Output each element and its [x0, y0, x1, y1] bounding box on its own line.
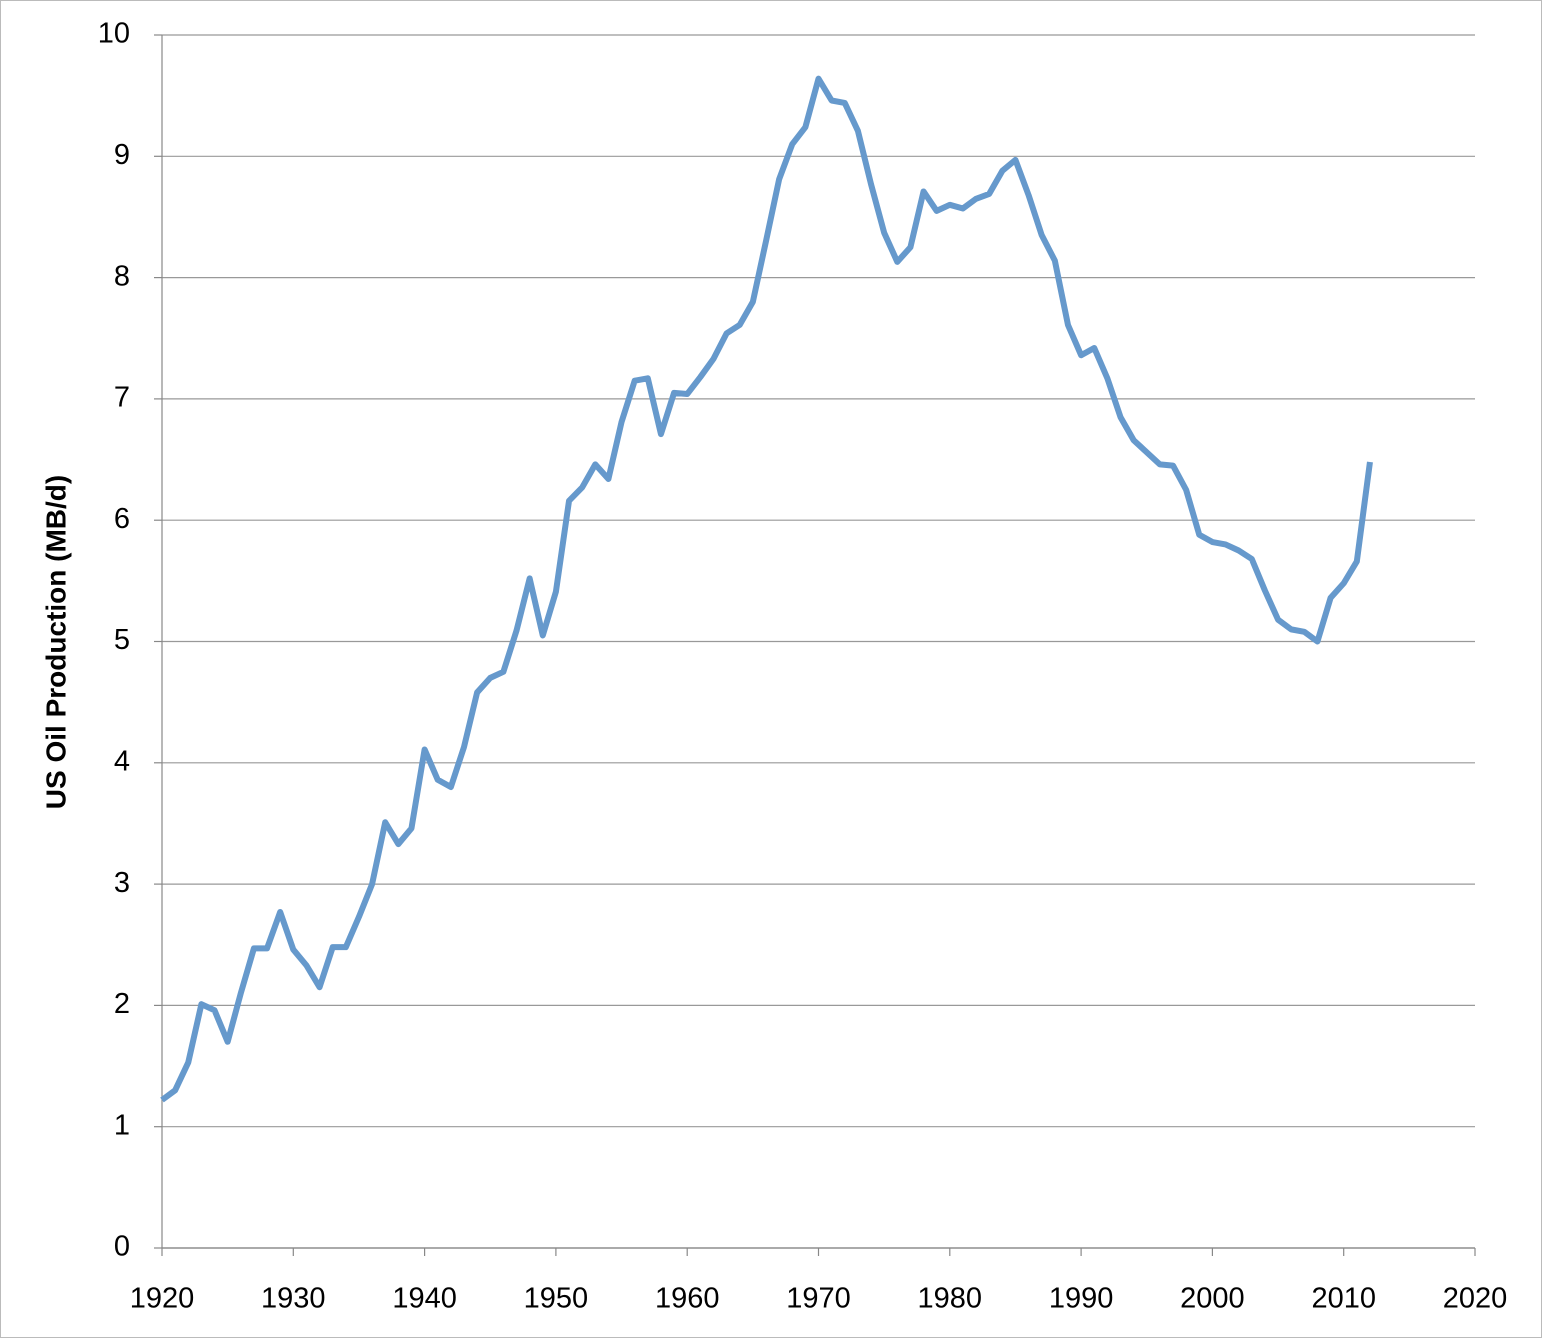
y-tick-label: 5 [114, 624, 130, 656]
x-tick-label: 1980 [918, 1283, 983, 1315]
x-tick-label: 1920 [130, 1283, 195, 1315]
y-tick-label: 0 [114, 1231, 130, 1263]
x-tick-label: 1990 [1049, 1283, 1114, 1315]
x-tick-label: 1960 [655, 1283, 720, 1315]
data-line [160, 75, 1373, 1103]
x-tick-label: 1930 [261, 1283, 326, 1315]
y-tick-label: 1 [114, 1109, 130, 1141]
y-tick-label: 9 [114, 139, 130, 171]
y-tick-label: 10 [98, 18, 130, 50]
y-tick-label: 3 [114, 867, 130, 899]
y-tick-label: 2 [114, 988, 130, 1020]
x-tick-label: 2010 [1311, 1283, 1376, 1315]
y-axis-title: US Oil Production (MB/d) [40, 475, 71, 809]
x-tick-label: 2020 [1443, 1283, 1508, 1315]
y-tick-label: 6 [114, 503, 130, 535]
x-tick-label: 1940 [392, 1283, 457, 1315]
x-tick-label: 1950 [524, 1283, 589, 1315]
y-tick-label: 7 [114, 382, 130, 414]
y-tick-label: 8 [114, 260, 130, 292]
x-tick-label: 1970 [786, 1283, 851, 1315]
y-tick-label: 4 [114, 745, 130, 777]
x-tick-label: 2000 [1180, 1283, 1245, 1315]
